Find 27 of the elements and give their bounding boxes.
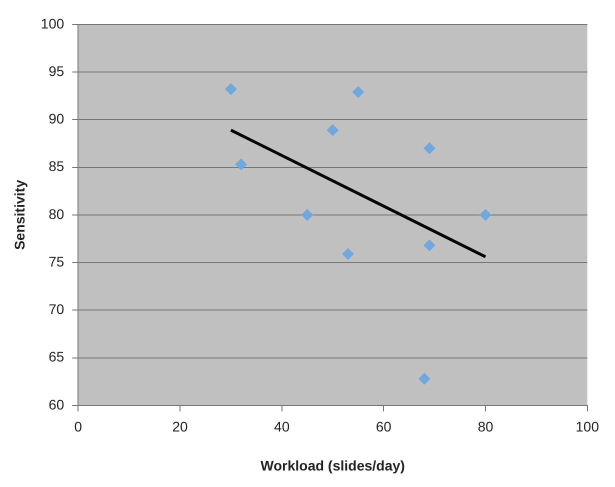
x-tick-label: 60 xyxy=(376,418,392,435)
y-tick-label: 90 xyxy=(48,110,64,127)
point xyxy=(224,83,237,96)
x-tick-label: 100 xyxy=(576,418,600,435)
y-tick-label: 75 xyxy=(48,253,64,270)
y-axis-title: Sensitivity xyxy=(11,180,28,250)
x-tick-label: 80 xyxy=(478,418,494,435)
x-tick-label: 0 xyxy=(74,418,82,435)
y-tick-label: 65 xyxy=(48,348,64,365)
point xyxy=(352,86,364,98)
point xyxy=(301,208,314,221)
y-tick-label: 70 xyxy=(48,301,64,318)
y-tick-label: 100 xyxy=(40,15,64,32)
y-tick-label: 95 xyxy=(48,62,64,79)
y-tick-label: 85 xyxy=(48,158,64,174)
point xyxy=(235,158,248,170)
point xyxy=(479,208,492,221)
x-tick-label: 20 xyxy=(172,418,188,435)
y-tick-label: 80 xyxy=(48,206,64,222)
point xyxy=(423,239,436,252)
x-axis-title: Workload (slides/day) xyxy=(260,457,405,474)
x-tick-label: 40 xyxy=(274,418,290,435)
point xyxy=(342,248,354,260)
point xyxy=(423,142,436,154)
point xyxy=(418,372,430,385)
point xyxy=(326,124,339,136)
y-tick-label: 60 xyxy=(48,396,64,412)
